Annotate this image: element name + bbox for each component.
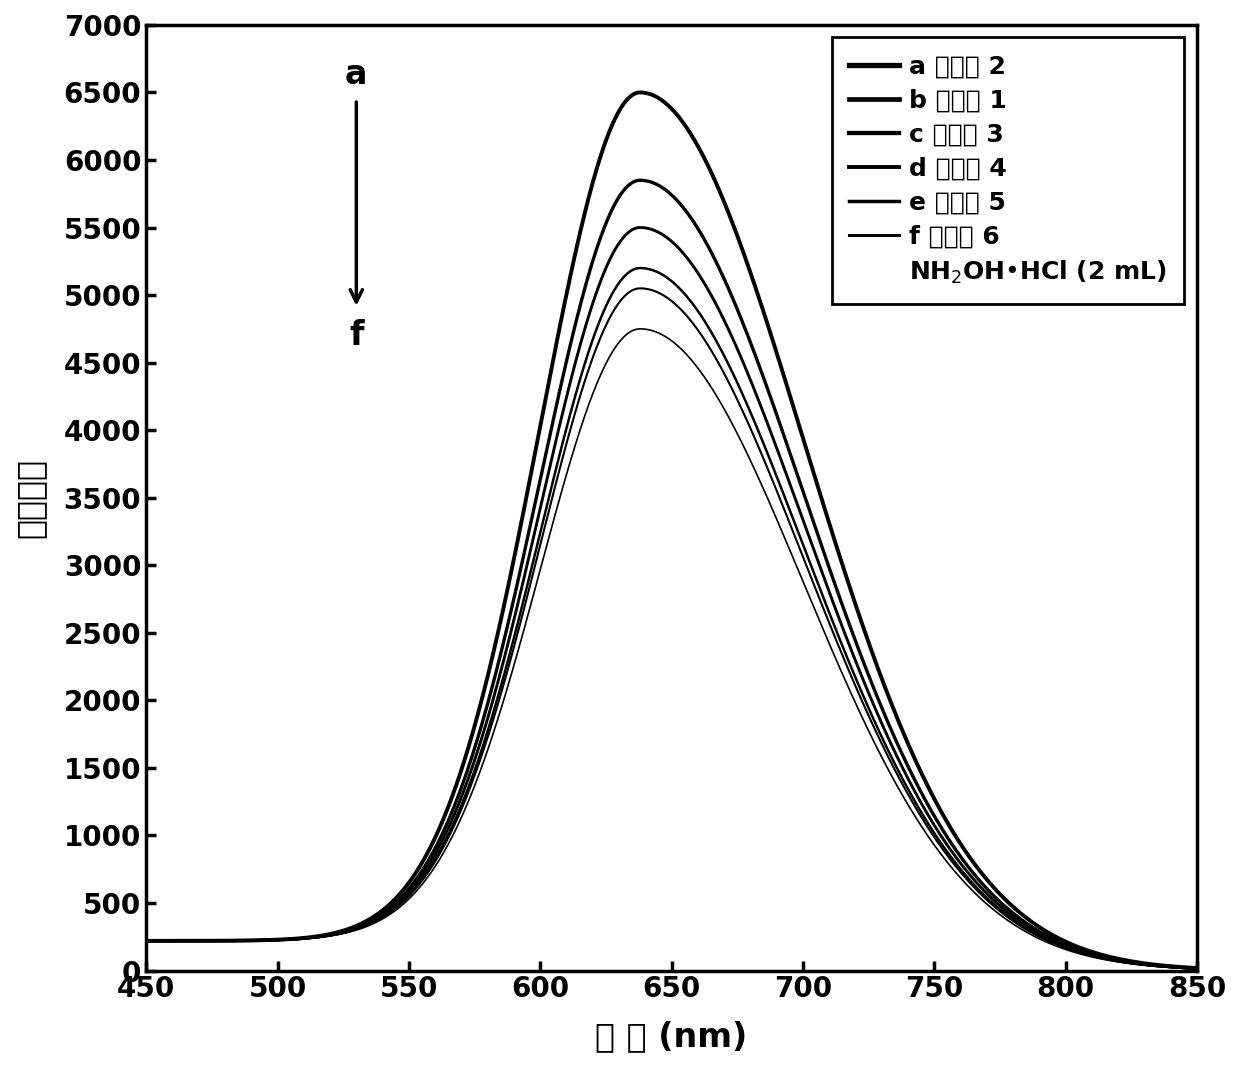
X-axis label: 波 长 (nm): 波 长 (nm) — [595, 1020, 748, 1053]
d 实施例 4 — [650, 266, 665, 278]
d 实施例 4 — [139, 935, 154, 947]
a 实施例 2 — [650, 91, 665, 103]
c 实施例 3 — [1159, 960, 1174, 973]
b 实施例 1 — [1159, 960, 1174, 973]
d 实施例 4 — [1189, 962, 1204, 975]
e 实施例 5 — [650, 286, 665, 299]
e 实施例 5 — [621, 286, 636, 299]
c 实施例 3 — [139, 935, 154, 947]
a 实施例 2 — [139, 935, 154, 947]
a 实施例 2 — [632, 86, 647, 99]
c 实施例 3 — [632, 221, 647, 234]
e 实施例 5 — [1189, 962, 1204, 975]
c 实施例 3 — [1189, 962, 1204, 975]
e 实施例 5 — [192, 935, 207, 947]
f 实施例 6 — [967, 886, 982, 898]
Y-axis label: 荧光强度: 荧光强度 — [14, 458, 47, 538]
c 实施例 3 — [650, 225, 665, 238]
d 实施例 4 — [621, 266, 636, 278]
f 实施例 6 — [192, 935, 207, 947]
c 实施例 3 — [1159, 960, 1174, 973]
Line: a 实施例 2: a 实施例 2 — [146, 93, 1197, 968]
c 实施例 3 — [621, 225, 636, 238]
f 实施例 6 — [621, 327, 636, 339]
a 实施例 2 — [1159, 959, 1174, 972]
f 实施例 6 — [1159, 960, 1174, 973]
a 实施例 2 — [1189, 961, 1204, 974]
a 实施例 2 — [1159, 959, 1174, 972]
b 实施例 1 — [621, 178, 636, 191]
c 实施例 3 — [192, 935, 207, 947]
Text: f: f — [350, 319, 363, 352]
b 实施例 1 — [139, 935, 154, 947]
Line: c 实施例 3: c 实施例 3 — [146, 227, 1197, 969]
d 实施例 4 — [632, 261, 647, 274]
c 实施例 3 — [967, 874, 982, 887]
a 实施例 2 — [967, 857, 982, 870]
a 实施例 2 — [192, 935, 207, 947]
b 实施例 1 — [1159, 960, 1174, 973]
Legend: a 实施例 2, b 实施例 1, c 实施例 3, d 实施例 4, e 实施例 5, f 实施例 6, NH$_2$OH•HCl (2 mL): a 实施例 2, b 实施例 1, c 实施例 3, d 实施例 4, e 实施… — [832, 37, 1184, 304]
Line: f 实施例 6: f 实施例 6 — [146, 329, 1197, 969]
a 实施例 2 — [621, 91, 636, 103]
e 实施例 5 — [967, 881, 982, 894]
b 实施例 1 — [650, 178, 665, 191]
e 实施例 5 — [139, 935, 154, 947]
e 实施例 5 — [632, 282, 647, 294]
f 实施例 6 — [1189, 962, 1204, 975]
Line: b 实施例 1: b 实施例 1 — [146, 180, 1197, 968]
b 实施例 1 — [632, 174, 647, 187]
f 实施例 6 — [632, 322, 647, 335]
d 实施例 4 — [1159, 960, 1174, 973]
Line: d 实施例 4: d 实施例 4 — [146, 268, 1197, 969]
d 实施例 4 — [967, 878, 982, 891]
f 实施例 6 — [139, 935, 154, 947]
b 实施例 1 — [967, 867, 982, 880]
e 实施例 5 — [1159, 960, 1174, 973]
d 实施例 4 — [1159, 960, 1174, 973]
b 实施例 1 — [192, 935, 207, 947]
Line: e 实施例 5: e 实施例 5 — [146, 288, 1197, 969]
e 实施例 5 — [1159, 960, 1174, 973]
f 实施例 6 — [1159, 960, 1174, 973]
b 实施例 1 — [1189, 961, 1204, 974]
f 实施例 6 — [650, 327, 665, 339]
Text: a: a — [345, 58, 367, 91]
d 实施例 4 — [192, 935, 207, 947]
